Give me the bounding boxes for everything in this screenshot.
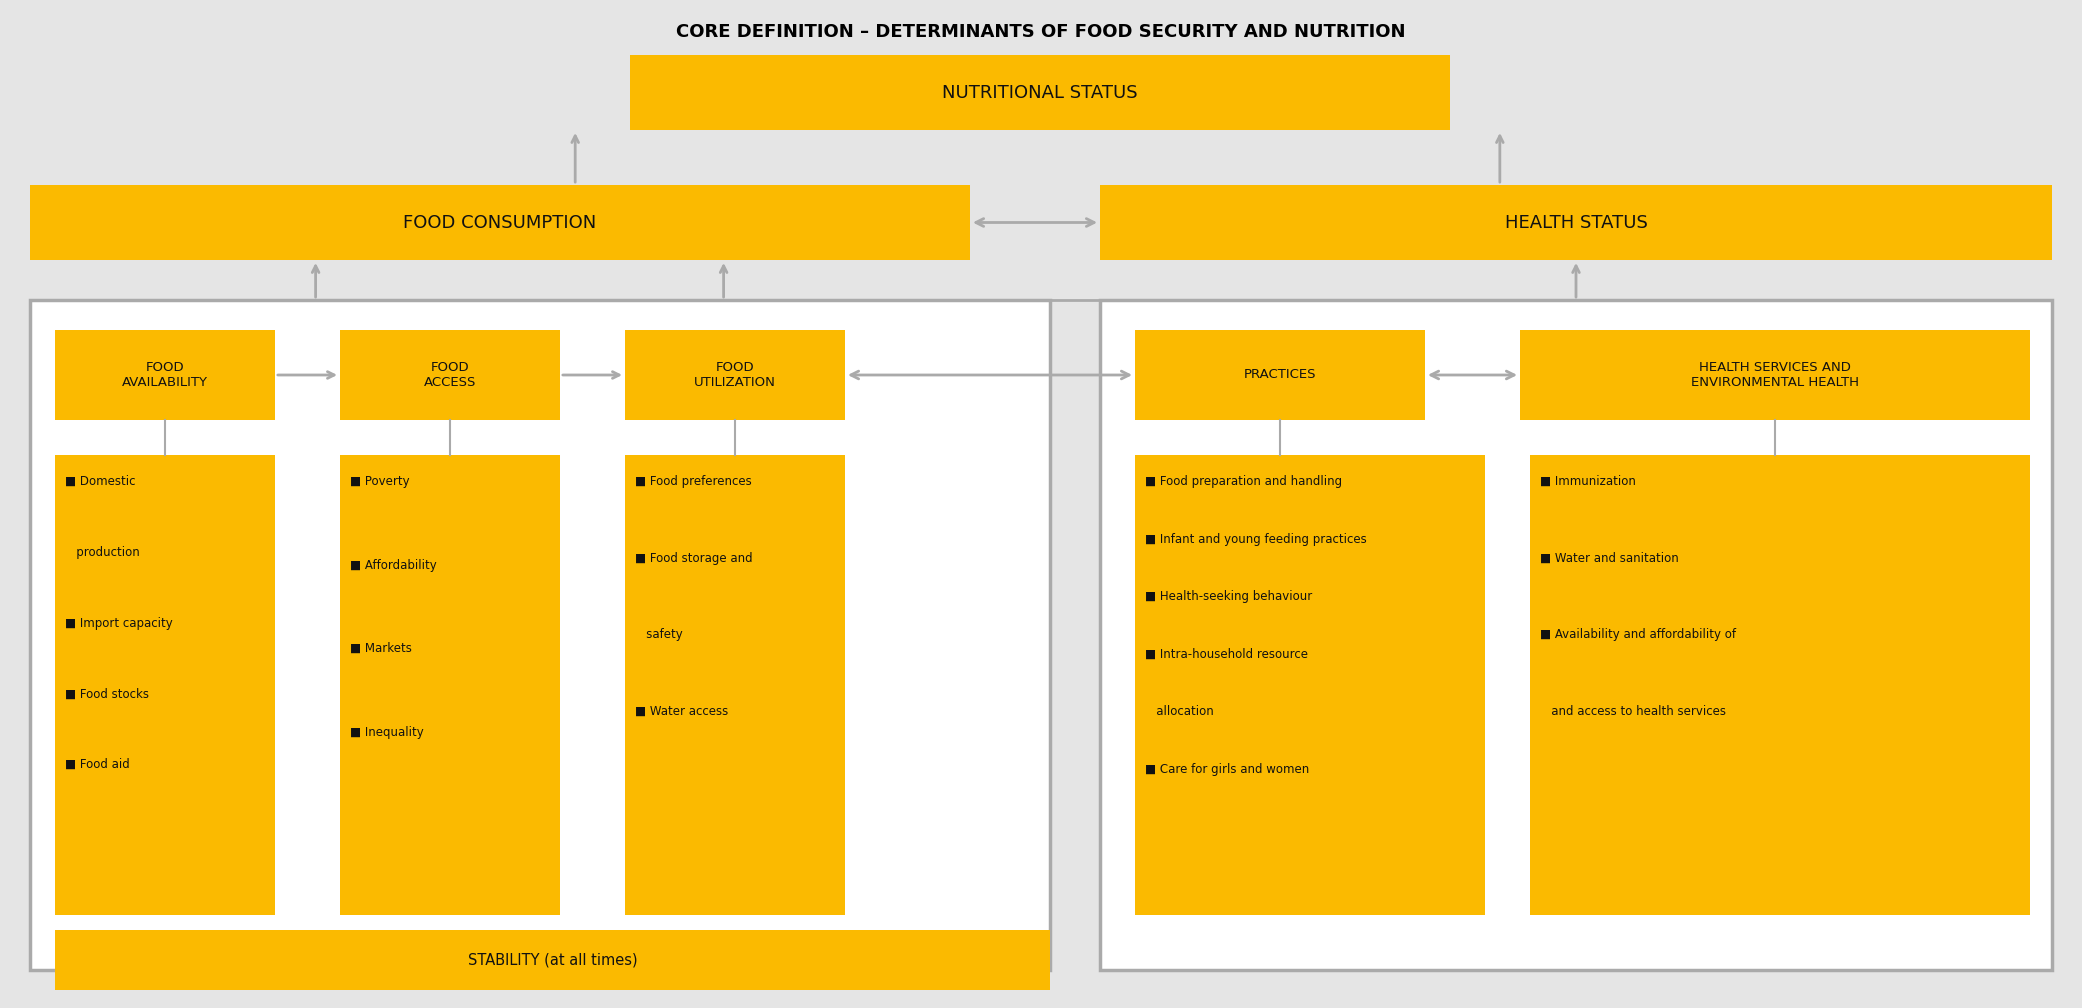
Text: ■ Water access: ■ Water access xyxy=(635,705,729,718)
Text: safety: safety xyxy=(635,628,683,641)
Text: ■ Availability and affordability of: ■ Availability and affordability of xyxy=(1541,628,1736,641)
Bar xyxy=(625,330,845,420)
Bar xyxy=(631,55,1449,130)
Bar xyxy=(339,330,560,420)
Bar xyxy=(1530,455,2030,915)
Text: FOOD
AVAILABILITY: FOOD AVAILABILITY xyxy=(123,361,208,389)
Text: ■ Health-seeking behaviour: ■ Health-seeking behaviour xyxy=(1145,590,1312,603)
Bar xyxy=(29,300,1049,970)
Text: ■ Import capacity: ■ Import capacity xyxy=(65,617,173,630)
Text: FOOD CONSUMPTION: FOOD CONSUMPTION xyxy=(404,214,598,232)
Text: ■ Infant and young feeding practices: ■ Infant and young feeding practices xyxy=(1145,532,1366,545)
Text: ■ Immunization: ■ Immunization xyxy=(1541,475,1636,488)
Text: ■ Affordability: ■ Affordability xyxy=(350,558,437,572)
Bar xyxy=(625,455,845,915)
Text: CORE DEFINITION – DETERMINANTS OF FOOD SECURITY AND NUTRITION: CORE DEFINITION – DETERMINANTS OF FOOD S… xyxy=(677,23,1405,41)
Bar xyxy=(54,930,1049,990)
Text: ■ Markets: ■ Markets xyxy=(350,642,412,655)
Text: ■ Food preferences: ■ Food preferences xyxy=(635,475,752,488)
Text: ■ Care for girls and women: ■ Care for girls and women xyxy=(1145,762,1310,775)
Text: ■ Poverty: ■ Poverty xyxy=(350,475,410,488)
Text: ■ Food storage and: ■ Food storage and xyxy=(635,551,752,564)
Text: production: production xyxy=(65,545,139,558)
Bar xyxy=(54,455,275,915)
Text: ■ Food aid: ■ Food aid xyxy=(65,758,129,771)
Text: ■ Water and sanitation: ■ Water and sanitation xyxy=(1541,551,1678,564)
Text: ■ Food stocks: ■ Food stocks xyxy=(65,687,150,701)
Text: HEALTH STATUS: HEALTH STATUS xyxy=(1505,214,1647,232)
Text: FOOD
ACCESS: FOOD ACCESS xyxy=(425,361,477,389)
Text: and access to health services: and access to health services xyxy=(1541,705,1726,718)
Bar xyxy=(1135,455,1484,915)
Text: ■ Domestic: ■ Domestic xyxy=(65,475,135,488)
Text: ■ Food preparation and handling: ■ Food preparation and handling xyxy=(1145,475,1343,488)
Text: NUTRITIONAL STATUS: NUTRITIONAL STATUS xyxy=(943,84,1137,102)
Text: HEALTH SERVICES AND
ENVIRONMENTAL HEALTH: HEALTH SERVICES AND ENVIRONMENTAL HEALTH xyxy=(1691,361,1859,389)
Bar xyxy=(339,455,560,915)
Text: ■ Intra-household resource: ■ Intra-household resource xyxy=(1145,647,1307,660)
Bar xyxy=(1520,330,2030,420)
Text: allocation: allocation xyxy=(1145,705,1214,718)
Bar xyxy=(29,185,970,260)
Bar xyxy=(1099,185,2053,260)
Bar xyxy=(54,330,275,420)
Text: STABILITY (at all times): STABILITY (at all times) xyxy=(468,953,637,968)
Bar xyxy=(1099,300,2053,970)
Text: FOOD
UTILIZATION: FOOD UTILIZATION xyxy=(693,361,777,389)
Bar xyxy=(1135,330,1424,420)
Text: ■ Inequality: ■ Inequality xyxy=(350,726,425,739)
Text: PRACTICES: PRACTICES xyxy=(1243,369,1316,381)
